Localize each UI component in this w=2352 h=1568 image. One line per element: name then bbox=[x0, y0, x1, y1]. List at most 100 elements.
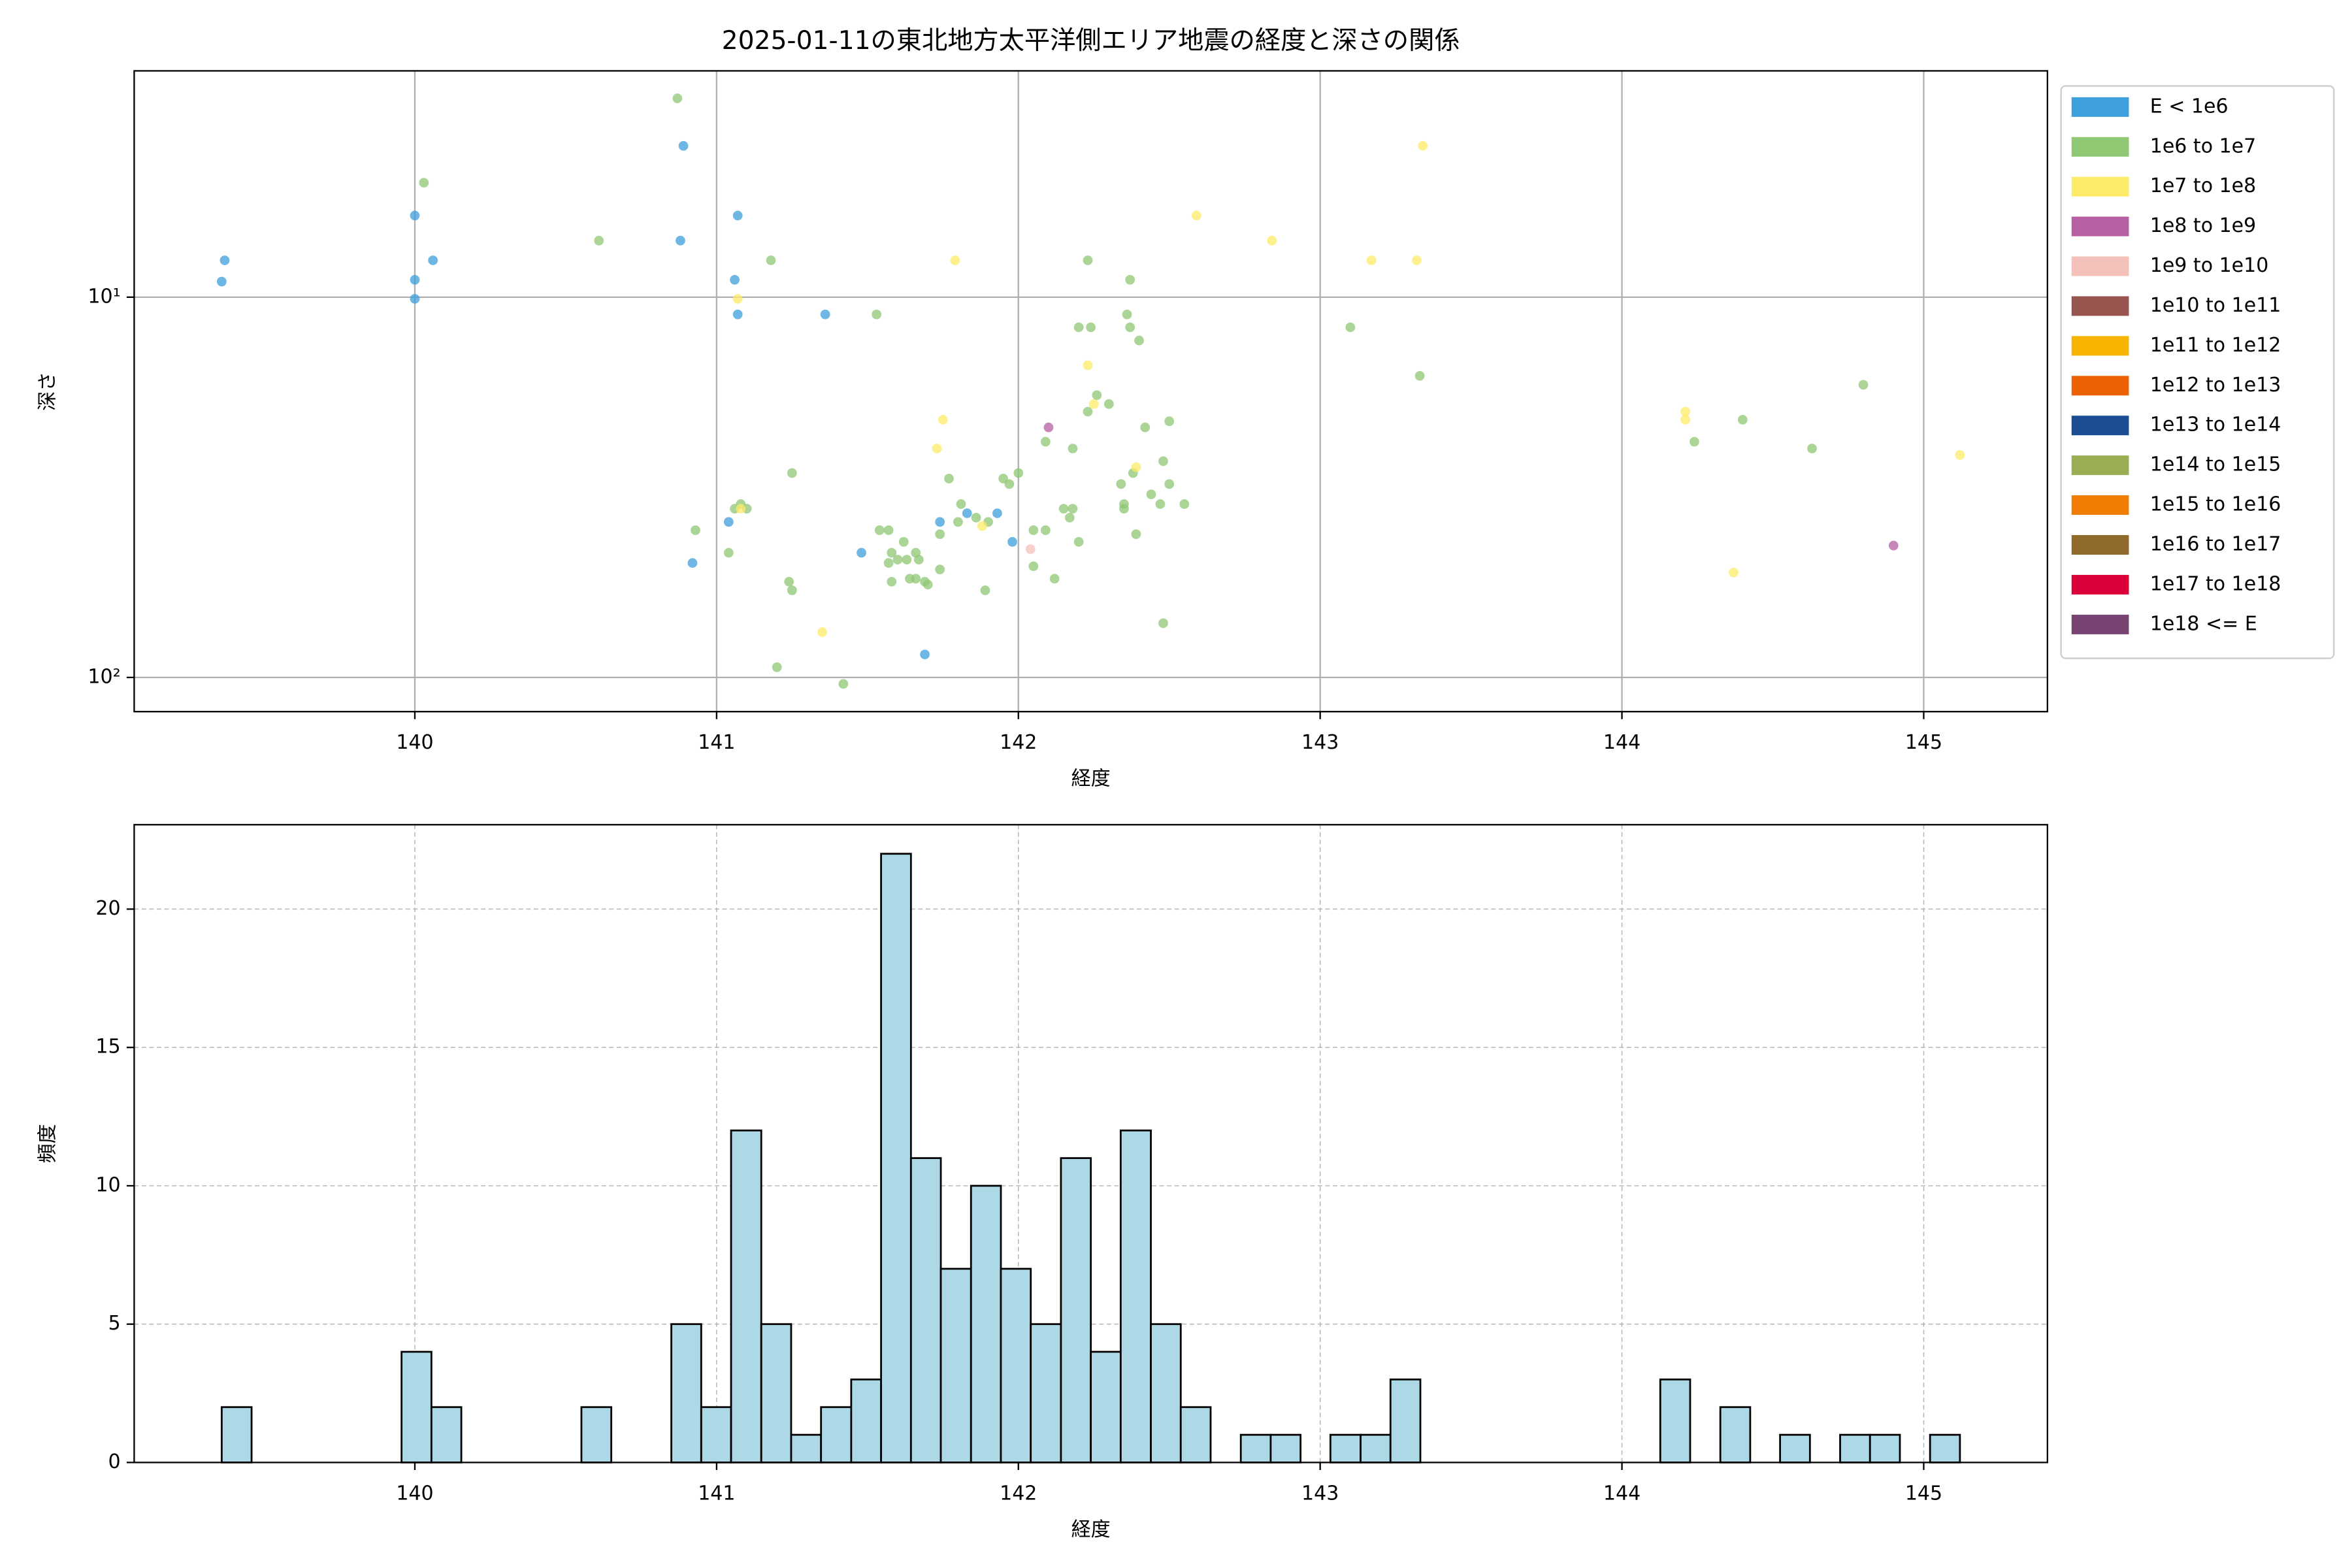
x-tick-label: 144 bbox=[1603, 1482, 1641, 1505]
x-axis-label: 経度 bbox=[1071, 768, 1111, 791]
legend-label: 1e15 to 1e16 bbox=[2150, 493, 2281, 516]
data-point bbox=[1025, 544, 1036, 555]
legend-label: 1e9 to 1e10 bbox=[2150, 254, 2269, 277]
legend-swatch bbox=[2071, 97, 2129, 117]
data-point bbox=[772, 662, 782, 672]
histogram-bar bbox=[1269, 1433, 1302, 1463]
data-point bbox=[216, 276, 227, 287]
data-point bbox=[1737, 415, 1748, 425]
data-point bbox=[1122, 309, 1132, 319]
histogram-bar bbox=[939, 1267, 972, 1463]
data-point bbox=[1028, 561, 1039, 572]
data-point bbox=[1040, 525, 1051, 535]
data-point bbox=[1179, 499, 1190, 509]
legend-swatch bbox=[2071, 376, 2129, 396]
data-point bbox=[898, 536, 909, 547]
data-point bbox=[913, 555, 924, 564]
legend-swatch bbox=[2071, 336, 2129, 356]
histogram-bar bbox=[1030, 1323, 1062, 1463]
data-point bbox=[883, 525, 894, 535]
x-tick-label: 142 bbox=[1000, 1482, 1037, 1505]
data-point bbox=[1083, 255, 1093, 265]
histogram-bar bbox=[790, 1433, 823, 1463]
data-point bbox=[1680, 415, 1690, 425]
histogram-bar bbox=[1929, 1433, 1961, 1463]
legend-swatch bbox=[2071, 416, 2129, 436]
data-point bbox=[410, 293, 420, 304]
data-point bbox=[1131, 462, 1141, 472]
data-point bbox=[1007, 536, 1017, 547]
data-point bbox=[410, 210, 420, 221]
x-tick-label: 143 bbox=[1301, 731, 1339, 754]
data-point bbox=[736, 504, 746, 514]
data-point bbox=[935, 564, 945, 574]
legend-swatch bbox=[2071, 296, 2129, 316]
data-point bbox=[1073, 536, 1084, 547]
data-point bbox=[220, 255, 230, 265]
legend-swatch bbox=[2071, 574, 2129, 595]
data-point bbox=[1267, 235, 1277, 246]
data-point bbox=[1155, 499, 1166, 509]
data-point bbox=[935, 517, 945, 527]
x-tick-label: 141 bbox=[698, 731, 735, 754]
data-point bbox=[730, 274, 740, 285]
histogram-bar bbox=[1179, 1406, 1212, 1463]
data-point bbox=[1146, 489, 1156, 500]
data-point bbox=[1086, 322, 1096, 333]
data-point bbox=[732, 293, 743, 304]
legend-label: 1e11 to 1e12 bbox=[2150, 334, 2281, 357]
histogram-bar bbox=[1060, 1157, 1092, 1463]
data-point bbox=[1164, 479, 1175, 489]
histogram-bar bbox=[700, 1406, 732, 1463]
data-point bbox=[676, 235, 685, 246]
plot-frame bbox=[133, 824, 2048, 1463]
data-point bbox=[687, 558, 698, 568]
data-point bbox=[1103, 399, 1114, 409]
data-point bbox=[980, 585, 990, 595]
legend-label: 1e6 to 1e7 bbox=[2150, 135, 2256, 157]
data-point bbox=[1690, 436, 1699, 447]
histogram-bar bbox=[670, 1323, 702, 1463]
data-point bbox=[971, 512, 981, 523]
legend-swatch bbox=[2071, 455, 2129, 476]
data-point bbox=[992, 508, 1002, 518]
histogram-bar bbox=[430, 1406, 463, 1463]
data-point bbox=[1729, 568, 1739, 578]
legend-swatch bbox=[2071, 614, 2129, 634]
data-point bbox=[938, 415, 948, 425]
histogram-bar bbox=[400, 1350, 433, 1463]
histogram-bar bbox=[730, 1129, 762, 1463]
data-point bbox=[1083, 406, 1093, 417]
data-point bbox=[1013, 468, 1024, 478]
histogram-bar bbox=[220, 1406, 253, 1463]
histogram-bar bbox=[580, 1406, 613, 1463]
legend-swatch bbox=[2071, 256, 2129, 276]
histogram-bar bbox=[1090, 1350, 1122, 1463]
data-point bbox=[672, 93, 683, 103]
data-point bbox=[820, 309, 830, 319]
y-tick-label: 20 bbox=[95, 897, 120, 920]
data-point bbox=[1955, 450, 1965, 460]
legend-label: 1e8 to 1e9 bbox=[2150, 214, 2256, 237]
data-point bbox=[932, 444, 942, 453]
histogram-bar bbox=[880, 853, 912, 1463]
x-tick-label: 143 bbox=[1301, 1482, 1339, 1505]
data-point bbox=[902, 555, 912, 564]
data-point bbox=[732, 309, 743, 319]
histogram-bar bbox=[1360, 1433, 1392, 1463]
y-tick-label: 10¹ bbox=[88, 285, 120, 308]
x-tick-label: 144 bbox=[1603, 731, 1641, 754]
legend-label: 1e7 to 1e8 bbox=[2150, 174, 2256, 197]
data-point bbox=[1058, 504, 1069, 514]
histogram-bar bbox=[1239, 1433, 1272, 1463]
data-point bbox=[594, 235, 604, 246]
y-axis-label: 頻度 bbox=[36, 1124, 59, 1163]
legend-label: 1e12 to 1e13 bbox=[2150, 374, 2281, 397]
data-point bbox=[1064, 512, 1075, 523]
data-point bbox=[1191, 210, 1201, 221]
data-point bbox=[887, 547, 897, 558]
legend-swatch bbox=[2071, 216, 2129, 237]
histogram-bar bbox=[909, 1157, 942, 1463]
